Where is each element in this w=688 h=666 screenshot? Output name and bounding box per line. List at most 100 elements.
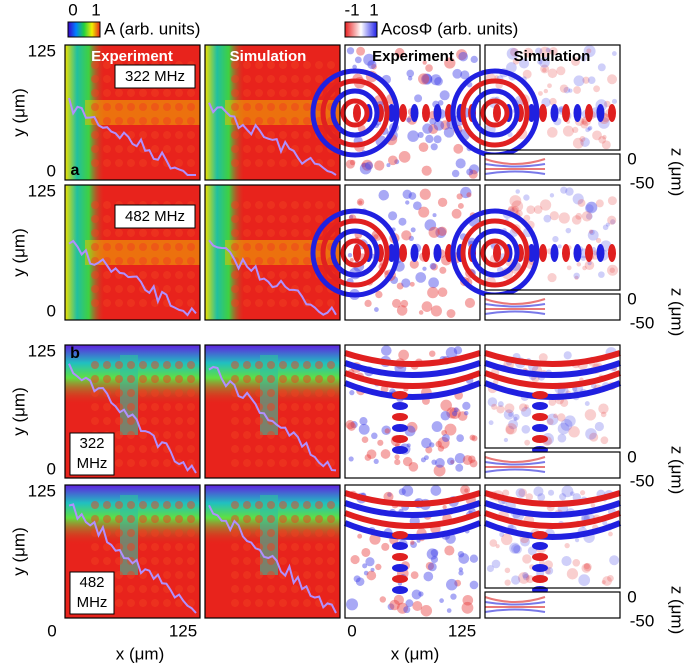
- decoration: [584, 204, 594, 213]
- decoration: [508, 205, 515, 213]
- decoration: [163, 389, 171, 397]
- decoration: [386, 163, 391, 168]
- decoration: [115, 375, 123, 383]
- decoration: [255, 375, 263, 383]
- decoration: [538, 353, 548, 362]
- decoration: [547, 127, 558, 138]
- decoration: [303, 103, 311, 111]
- decoration: [255, 459, 263, 467]
- decoration: [231, 201, 239, 209]
- decoration: [163, 285, 171, 293]
- decoration: [352, 64, 357, 70]
- decoration: [255, 61, 263, 69]
- decoration: [568, 88, 573, 93]
- decoration: [518, 58, 530, 69]
- decoration: [350, 555, 360, 565]
- decoration: [449, 407, 461, 419]
- decoration: [365, 161, 374, 170]
- decoration: [267, 459, 275, 467]
- decoration: [103, 515, 111, 523]
- decoration: [523, 214, 531, 222]
- decoration: [370, 567, 375, 572]
- decoration: [303, 229, 311, 237]
- decoration: [315, 417, 323, 425]
- decoration: [279, 271, 287, 279]
- decoration: [279, 215, 287, 223]
- decoration: [457, 411, 468, 421]
- decoration: [578, 574, 591, 586]
- decoration: [379, 596, 387, 603]
- decoration: [91, 215, 99, 223]
- decoration: [267, 215, 275, 223]
- decoration: [255, 299, 263, 307]
- decoration: [91, 229, 99, 237]
- decoration: [398, 488, 406, 496]
- decoration: [91, 61, 99, 69]
- decoration: [231, 299, 239, 307]
- decoration: [601, 140, 611, 150]
- decoration: [115, 243, 123, 251]
- decoration: [163, 131, 171, 139]
- decoration: [418, 591, 424, 597]
- decoration: [441, 434, 450, 442]
- decoration: [422, 244, 430, 262]
- decoration: [430, 263, 438, 271]
- decoration: [255, 431, 263, 439]
- decoration: [557, 413, 566, 422]
- decoration: [255, 599, 263, 607]
- decoration: [315, 285, 323, 293]
- decoration: [187, 159, 195, 167]
- decoration: [493, 244, 501, 262]
- decoration: [425, 446, 433, 454]
- decoration: [417, 131, 424, 138]
- decoration: [435, 440, 442, 448]
- decoration: [484, 350, 621, 367]
- decoration: [103, 403, 111, 411]
- decoration: [127, 145, 135, 153]
- decoration: [532, 413, 548, 421]
- decoration: [327, 201, 335, 209]
- decoration: [175, 117, 183, 125]
- decoration: [320, 78, 390, 148]
- decoration: [103, 229, 111, 237]
- decoration: [267, 61, 275, 69]
- decoration: [291, 271, 299, 279]
- decoration: [574, 537, 580, 543]
- decoration: [576, 262, 582, 267]
- decoration: [175, 299, 183, 307]
- decoration: [460, 218, 530, 288]
- decoration: [347, 422, 356, 431]
- decoration: [590, 502, 596, 508]
- decoration: [279, 159, 287, 167]
- decoration: [430, 485, 442, 496]
- decoration: [484, 601, 546, 606]
- decoration: [255, 159, 263, 167]
- decoration: [127, 389, 135, 397]
- decoration: [470, 55, 478, 64]
- decoration: [584, 260, 595, 271]
- decoration: [422, 104, 430, 122]
- decoration: [163, 257, 171, 265]
- decoration: [580, 490, 586, 496]
- z-axis-label: z (μm): [668, 148, 687, 197]
- decoration: [231, 585, 239, 593]
- decoration: [414, 94, 423, 103]
- decoration: [453, 407, 459, 413]
- decoration: [187, 375, 195, 383]
- decoration: [231, 571, 239, 579]
- z-tick-label: 0: [627, 289, 636, 308]
- decoration: [303, 131, 311, 139]
- decoration: [127, 285, 135, 293]
- decoration: [598, 135, 607, 144]
- decoration: [439, 598, 444, 603]
- decoration: [163, 271, 171, 279]
- decoration: [175, 159, 183, 167]
- panel-frame: [204, 484, 341, 619]
- decoration: [546, 413, 559, 426]
- decoration: [437, 436, 450, 449]
- decoration: [444, 423, 457, 436]
- decoration: [315, 299, 323, 307]
- decoration: [496, 405, 505, 414]
- decoration: [560, 398, 569, 407]
- decoration: [139, 361, 147, 369]
